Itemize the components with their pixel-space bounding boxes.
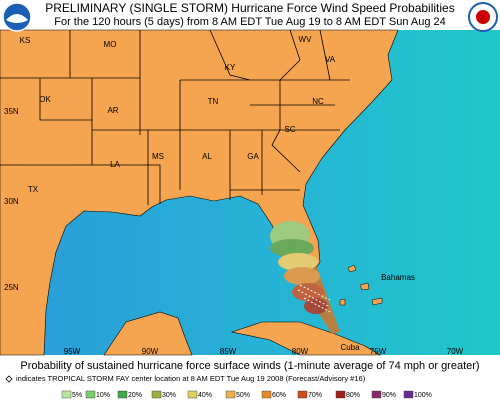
legend-label: 70% (308, 392, 322, 399)
state-label: MO (104, 40, 117, 49)
legend-swatch (117, 390, 128, 399)
state-label: KS (20, 36, 31, 45)
legend-swatch (335, 390, 346, 399)
legend-swatch (85, 390, 96, 399)
latitude-label: 30N (4, 197, 19, 206)
state-label: LA (110, 160, 120, 169)
legend-label: 30% (162, 392, 176, 399)
legend-label: 5% (72, 392, 82, 399)
legend-label: 20% (128, 392, 142, 399)
state-label: NC (312, 97, 324, 106)
legend-label: 100% (414, 392, 432, 399)
legend-swatch (61, 390, 72, 399)
map (0, 2, 500, 356)
longitude-label: 70W (447, 347, 464, 356)
state-label: AR (107, 106, 118, 115)
legend-swatch (371, 390, 382, 399)
track-dots (297, 284, 331, 313)
diamond-icon (5, 375, 13, 383)
yucatan (103, 311, 193, 356)
longitude-label: 85W (220, 347, 237, 356)
prob-area-10 (270, 239, 314, 257)
prob-area-40 (292, 283, 324, 301)
longitude-label: 80W (292, 347, 309, 356)
state-label: KY (225, 63, 236, 72)
land (0, 29, 399, 356)
state-label: GA (247, 152, 259, 161)
place-label: Bahamas (381, 273, 415, 282)
state-label: VA (325, 55, 336, 64)
prob-area-20 (278, 253, 318, 271)
legend-swatch (297, 390, 308, 399)
prob-area-30 (284, 267, 320, 285)
nws-logo (468, 2, 498, 32)
legend-swatch (403, 390, 414, 399)
longitude-label: 95W (64, 347, 81, 356)
legend-label: 60% (272, 392, 286, 399)
state-label: WV (299, 35, 313, 44)
forecast-probability-cone (270, 221, 340, 334)
state-borders (0, 29, 350, 205)
state-label: TN (208, 97, 219, 106)
state-label: SC (284, 125, 295, 134)
longitude-label: 90W (142, 347, 159, 356)
legend-label: 80% (346, 392, 360, 399)
legend-swatch (225, 390, 236, 399)
state-label: OK (39, 95, 51, 104)
latitude-label: 25N (4, 283, 19, 292)
bahamas-islands (339, 264, 383, 306)
cuba (230, 321, 382, 356)
legend-swatch (151, 390, 162, 399)
state-label: AL (202, 152, 212, 161)
title: PRELIMINARY (SINGLE STORM) Hurricane For… (45, 1, 454, 15)
legend-label: 50% (236, 392, 250, 399)
legend: 5% 10% 20% 30% 40% 50% 60% 70% 80% 90% 100% (61, 390, 432, 399)
subtitle: For the 120 hours (5 days) from 8 AM EDT… (54, 16, 446, 28)
state-label: TX (28, 185, 39, 194)
legend-label: 90% (382, 392, 396, 399)
legend-swatch (261, 390, 272, 399)
legend-swatch (187, 390, 198, 399)
latitude-label: 35N (4, 107, 19, 116)
caption-note: indicates TROPICAL STORM FAY center loca… (16, 374, 366, 383)
longitude-label: 75W (370, 347, 387, 356)
legend-label: 40% (198, 392, 212, 399)
noaa-logo (2, 2, 32, 32)
caption: Probability of sustained hurricane force… (20, 360, 479, 372)
place-label: Cuba (340, 343, 360, 352)
state-label: MS (152, 152, 164, 161)
legend-label: 10% (96, 392, 110, 399)
prob-area-50 (304, 298, 328, 314)
